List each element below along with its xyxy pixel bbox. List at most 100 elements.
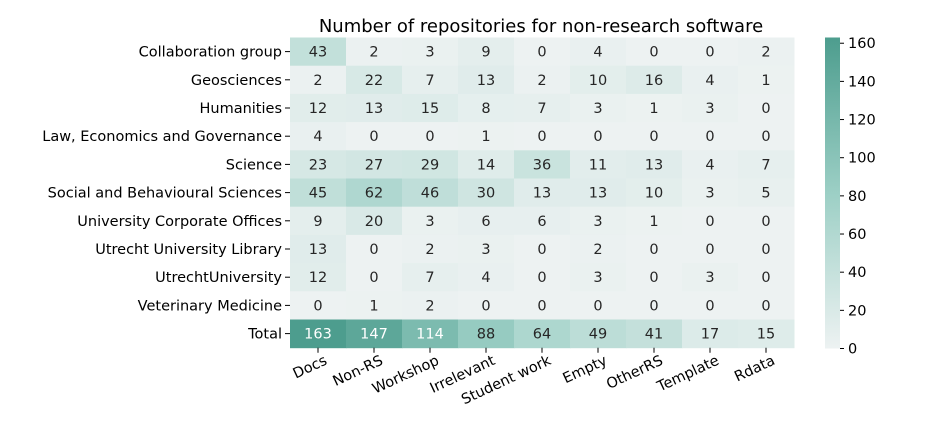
heatmap-cell-utrecht-university-library-student-work xyxy=(514,234,571,264)
heatmap-cell-law-economics-and-governance-docs xyxy=(290,122,347,151)
heatmap-cell-law-economics-and-governance-otherrs xyxy=(626,122,683,151)
cell-value-label: 9 xyxy=(481,45,490,61)
cell-value-label: 0 xyxy=(649,45,658,61)
cell-value-label: 0 xyxy=(649,270,658,286)
row-label: University Corporate Offices xyxy=(77,214,282,230)
cell-value-label: 3 xyxy=(481,242,490,258)
cell-value-label: 0 xyxy=(761,242,770,258)
cell-value-label: 36 xyxy=(533,157,551,173)
cell-value-label: 22 xyxy=(365,73,383,89)
heatmap-cell-geosciences-student-work xyxy=(514,65,571,95)
row-label: Collaboration group xyxy=(139,45,282,61)
heatmap-cell-university-corporate-offices-empty xyxy=(570,206,627,236)
heatmap-cell-humanities-workshop xyxy=(402,93,459,123)
heatmap-cell-collaboration-group-irrelevant xyxy=(458,37,515,67)
row-label: UtrechtUniversity xyxy=(155,270,282,286)
heatmap-cell-utrechtuniversity-student-work xyxy=(514,263,571,292)
cell-value-label: 2 xyxy=(425,298,434,314)
cell-value-label: 6 xyxy=(481,214,490,230)
heatmap-cell-total-empty xyxy=(570,319,627,349)
colorbar-tick-label: 140 xyxy=(848,74,876,90)
heatmap-cell-collaboration-group-non-rs xyxy=(346,37,403,67)
cell-value-label: 7 xyxy=(425,73,434,89)
cell-value-label: 13 xyxy=(309,242,327,258)
heatmap-cell-utrechtuniversity-rdata xyxy=(738,263,795,292)
heatmap-cell-utrechtuniversity-template xyxy=(682,263,739,292)
heatmap-cell-social-and-behavioural-sciences-student-work xyxy=(514,178,571,208)
colorbar-tick-label: 100 xyxy=(848,151,876,167)
column-label: Template xyxy=(654,353,722,396)
heatmap-cell-science-empty xyxy=(570,150,627,179)
cell-value-label: 4 xyxy=(313,129,322,145)
heatmap-cell-university-corporate-offices-otherrs xyxy=(626,206,683,236)
cell-value-label: 29 xyxy=(421,157,439,173)
cell-value-label: 2 xyxy=(593,242,602,258)
heatmap-cell-collaboration-group-docs xyxy=(290,37,347,67)
heatmap-cell-geosciences-otherrs xyxy=(626,65,683,95)
cell-value-label: 13 xyxy=(589,186,607,202)
colorbar-tick-label: 160 xyxy=(848,36,876,52)
cell-value-label: 4 xyxy=(593,45,602,61)
column-label: Docs xyxy=(291,353,330,383)
cell-value-label: 12 xyxy=(309,101,327,117)
cell-value-label: 5 xyxy=(761,186,770,202)
cell-value-label: 4 xyxy=(705,157,714,173)
heatmap-cell-social-and-behavioural-sciences-irrelevant xyxy=(458,178,515,208)
colorbar-tick-label: 40 xyxy=(848,265,866,281)
heatmap-cell-science-docs xyxy=(290,150,347,179)
heatmap-cell-law-economics-and-governance-rdata xyxy=(738,122,795,151)
chart-title: Number of repositories for non-research … xyxy=(319,16,763,37)
heatmap-cell-university-corporate-offices-irrelevant xyxy=(458,206,515,236)
heatmap-cell-collaboration-group-otherrs xyxy=(626,37,683,67)
cell-value-label: 7 xyxy=(761,157,770,173)
heatmap-cell-total-irrelevant xyxy=(458,319,515,349)
heatmap-cell-science-irrelevant xyxy=(458,150,515,179)
colorbar: 0 20 40 60 80 100 120 140 160 xyxy=(825,36,876,358)
heatmap-cell-collaboration-group-template xyxy=(682,37,739,67)
colorbar-tick-label: 120 xyxy=(848,113,876,129)
column-label: Empty xyxy=(561,353,611,387)
row-label: Total xyxy=(247,327,282,343)
heatmap-cell-collaboration-group-workshop xyxy=(402,37,459,67)
heatmap-cell-humanities-rdata xyxy=(738,93,795,123)
cell-value-label: 10 xyxy=(589,73,607,89)
heatmap-cell-utrecht-university-library-non-rs xyxy=(346,234,403,264)
heatmap-cell-geosciences-rdata xyxy=(738,65,795,95)
cell-value-label: 2 xyxy=(369,45,378,61)
cell-value-label: 0 xyxy=(593,298,602,314)
cell-value-label: 1 xyxy=(761,73,770,89)
cell-value-label: 3 xyxy=(593,101,602,117)
heatmap-cell-total-non-rs xyxy=(346,319,403,349)
cell-value-label: 0 xyxy=(593,129,602,145)
heatmap-cell-geosciences-workshop xyxy=(402,65,459,95)
cell-value-label: 2 xyxy=(425,242,434,258)
cell-value-label: 41 xyxy=(645,327,663,343)
heatmap-cell-total-workshop xyxy=(402,319,459,349)
heatmap-cell-university-corporate-offices-template xyxy=(682,206,739,236)
cell-value-label: 13 xyxy=(477,73,495,89)
cell-value-label: 11 xyxy=(589,157,607,173)
heatmap-cell-collaboration-group-empty xyxy=(570,37,627,67)
heatmap-cell-geosciences-irrelevant xyxy=(458,65,515,95)
heatmap-cell-university-corporate-offices-non-rs xyxy=(346,206,403,236)
heatmap-cell-science-non-rs xyxy=(346,150,403,179)
cell-value-label: 16 xyxy=(645,73,663,89)
cell-value-label: 12 xyxy=(309,270,327,286)
cell-value-label: 114 xyxy=(416,327,444,343)
heatmap-cell-university-corporate-offices-workshop xyxy=(402,206,459,236)
heatmap-cell-veterinary-medicine-student-work xyxy=(514,291,571,320)
row-labels: Collaboration group Geosciences Humanities… xyxy=(42,45,290,343)
heatmap-cell-university-corporate-offices-docs xyxy=(290,206,347,236)
heatmap-cell-veterinary-medicine-template xyxy=(682,291,739,320)
row-label: Social and Behavioural Sciences xyxy=(48,186,282,202)
heatmap-cell-science-otherrs xyxy=(626,150,683,179)
cell-value-label: 15 xyxy=(421,101,439,117)
column-label: Rdata xyxy=(732,353,778,386)
cell-value-label: 9 xyxy=(313,214,322,230)
cell-value-label: 0 xyxy=(705,129,714,145)
cell-value-label: 7 xyxy=(425,270,434,286)
heatmap-cell-total-rdata xyxy=(738,319,795,349)
heatmap-cell-total-student-work xyxy=(514,319,571,349)
